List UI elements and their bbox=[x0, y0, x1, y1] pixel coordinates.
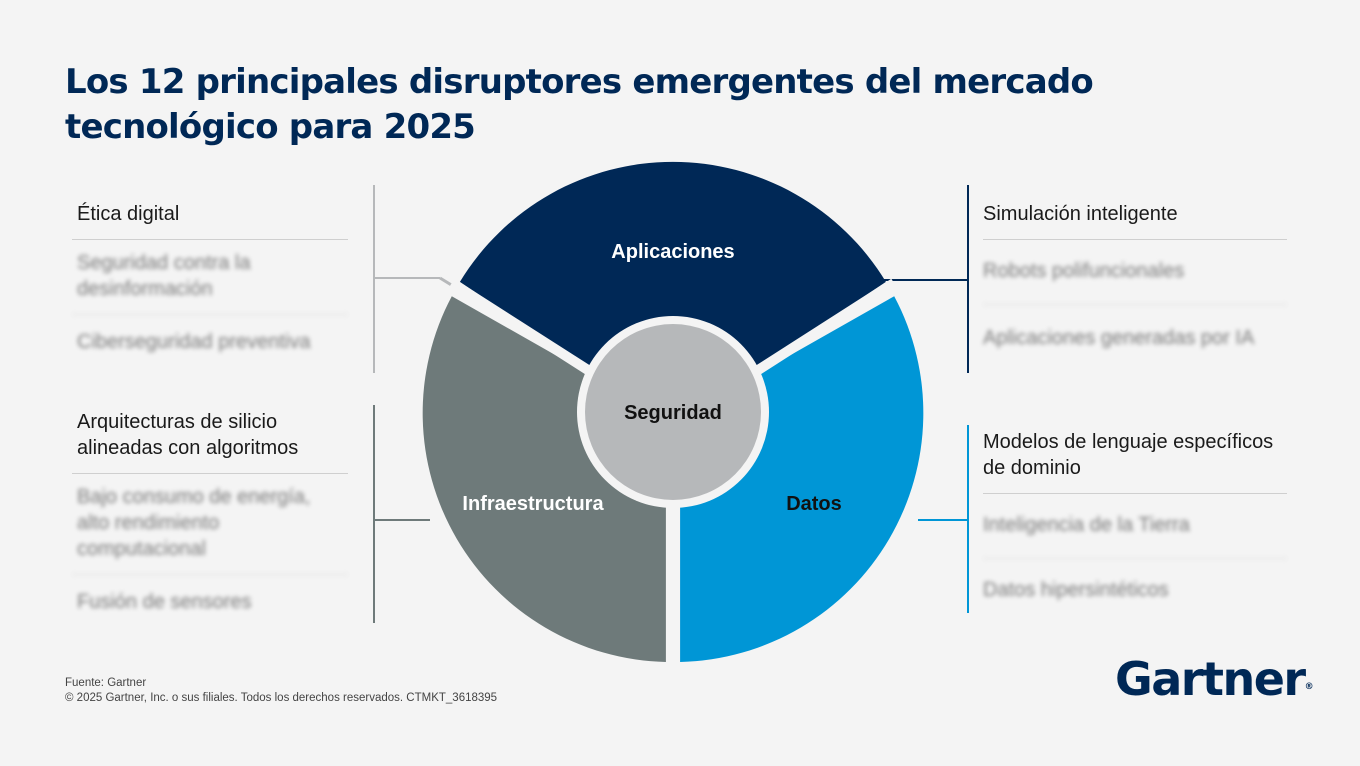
list-item: Aplicaciones generadas por IA bbox=[983, 327, 1255, 349]
page-title: Los 12 principales disruptores emergente… bbox=[65, 62, 1094, 147]
list-item: Bajo consumo de energía, alto rendimient… bbox=[72, 474, 348, 575]
list-item: Robots polifuncionales bbox=[983, 240, 1287, 305]
footer: Fuente: Gartner © 2025 Gartner, Inc. o s… bbox=[65, 676, 497, 706]
label-infrastructure: Infraestructura bbox=[462, 493, 604, 515]
list-item: Seguridad contra la desinformación bbox=[72, 240, 348, 315]
list-item: Modelos de lenguaje específicos de domin… bbox=[983, 429, 1287, 494]
list-item: Ética digital bbox=[72, 201, 348, 240]
gartner-logo: Gartner® bbox=[1115, 652, 1314, 706]
center-label: Seguridad bbox=[624, 402, 722, 424]
segment-applications bbox=[459, 161, 886, 370]
center-security bbox=[585, 324, 761, 500]
bar-applications bbox=[967, 185, 969, 373]
list-item: Datos hipersintéticos bbox=[983, 579, 1169, 601]
segment-data bbox=[680, 296, 924, 662]
list-item: Arquitecturas de silicio alineadas con a… bbox=[72, 409, 348, 474]
logo-text: Gartner bbox=[1115, 652, 1306, 706]
gap-right bbox=[752, 278, 897, 377]
list-item: Ciberseguridad preventiva bbox=[77, 331, 311, 353]
list-data: Modelos de lenguaje específicos de domin… bbox=[983, 429, 1287, 603]
bar-data bbox=[967, 425, 969, 613]
label-data: Datos bbox=[786, 493, 842, 515]
footer-copyright: © 2025 Gartner, Inc. o sus filiales. Tod… bbox=[65, 692, 498, 704]
segment-infrastructure bbox=[422, 296, 666, 662]
list-applications: Simulación inteligente Robots polifuncio… bbox=[983, 201, 1287, 351]
gap-left bbox=[449, 278, 594, 377]
bar-infrastructure bbox=[373, 405, 375, 623]
list-item: Fusión de sensores bbox=[77, 591, 252, 613]
list-item: Inteligencia de la Tierra bbox=[983, 494, 1287, 559]
bar-security bbox=[373, 185, 375, 373]
registered-icon: ® bbox=[1304, 682, 1314, 692]
footer-source: Fuente: Gartner bbox=[65, 677, 147, 689]
label-applications: Aplicaciones bbox=[611, 241, 734, 263]
list-item: Simulación inteligente bbox=[983, 201, 1287, 240]
list-infrastructure: Arquitecturas de silicio alineadas con a… bbox=[72, 409, 348, 615]
list-security: Ética digital Seguridad contra la desinf… bbox=[72, 201, 348, 355]
